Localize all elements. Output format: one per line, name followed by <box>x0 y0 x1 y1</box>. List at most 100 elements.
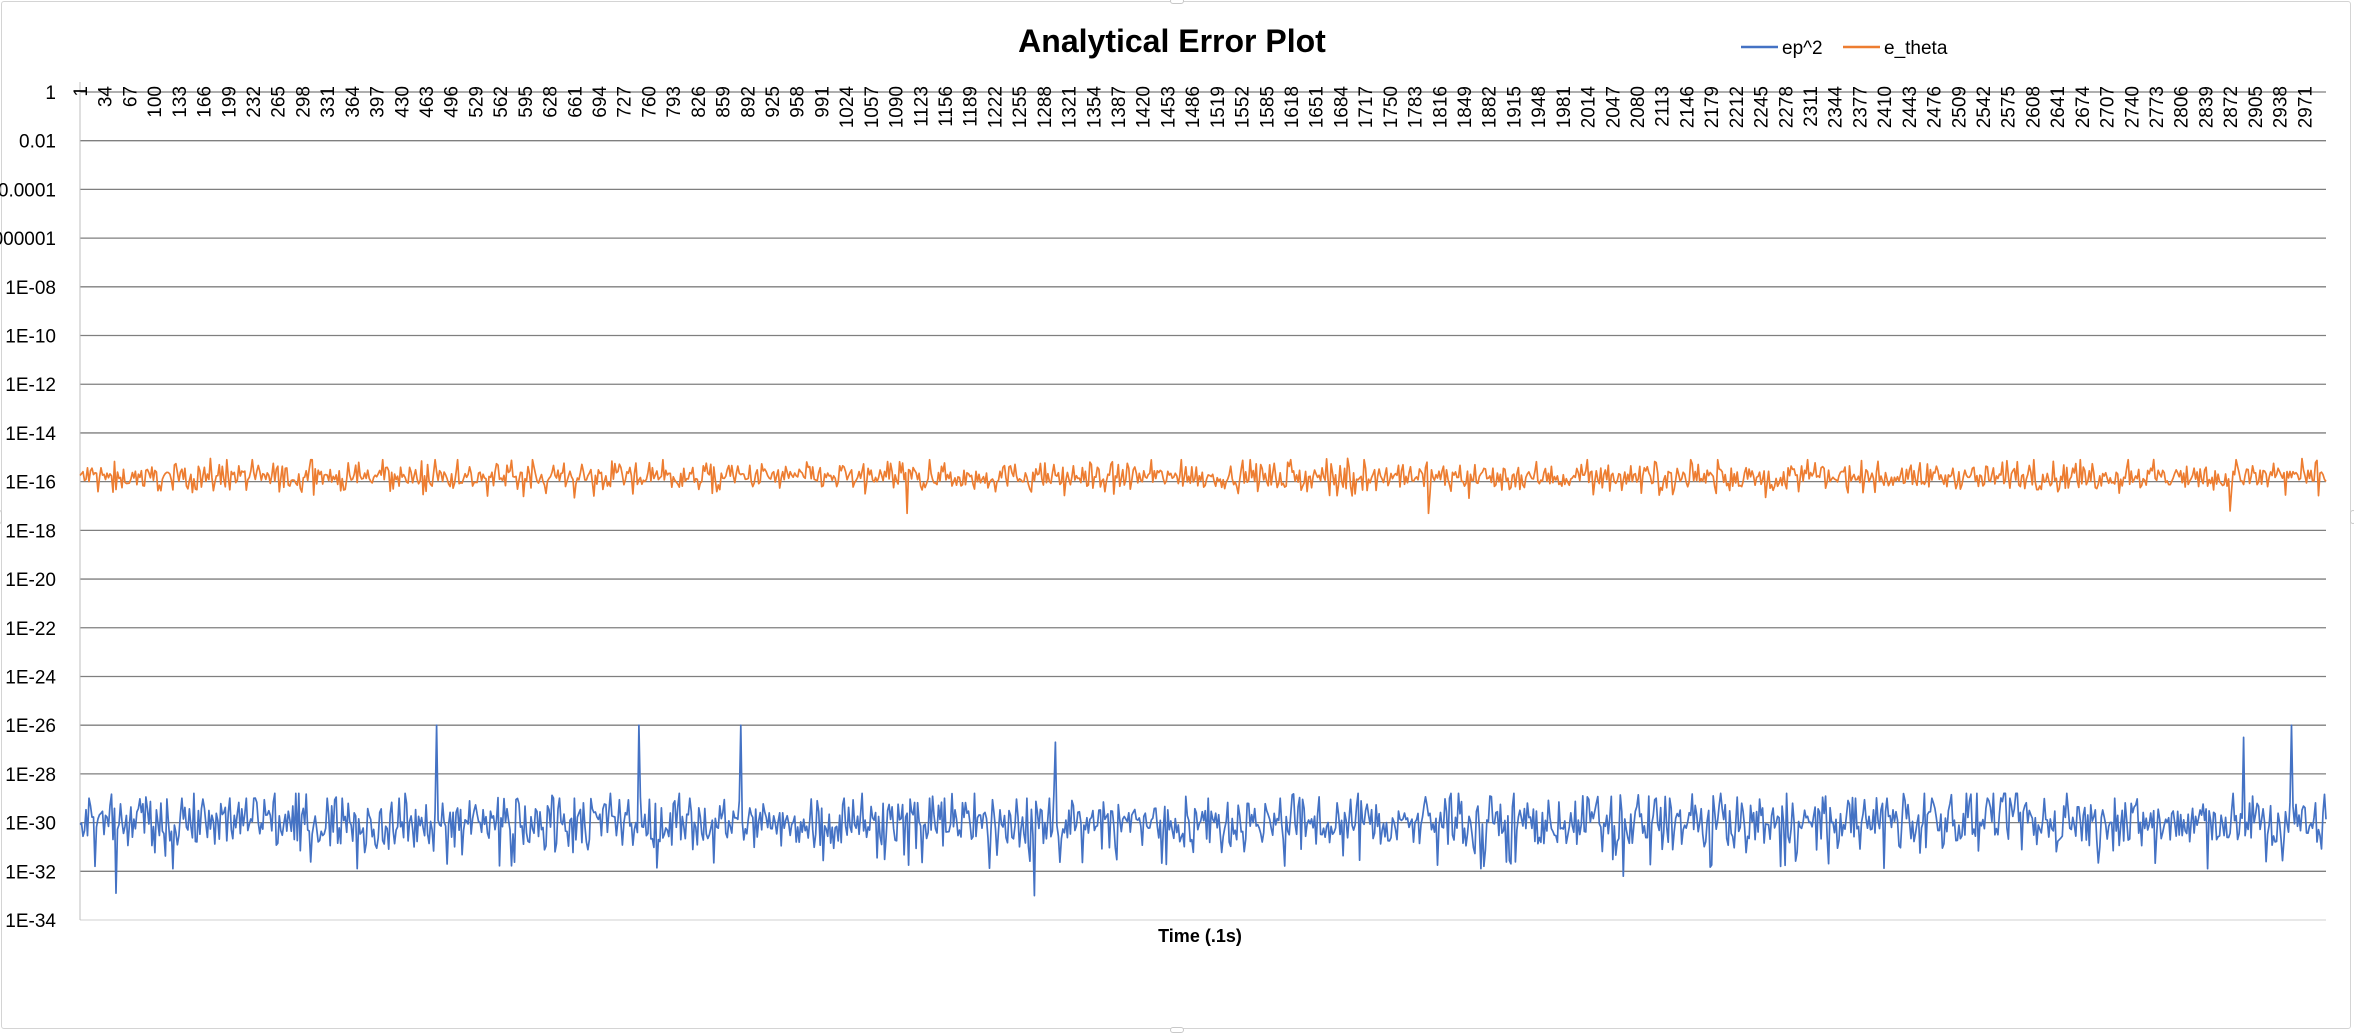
y-tick-label: 1E-32 <box>5 862 56 883</box>
x-tick-label: 2113 <box>1653 86 1674 127</box>
x-tick-label: 694 <box>590 86 611 118</box>
legend-label-ep2: ep^2 <box>1782 38 1823 59</box>
x-tick-label: 1354 <box>1084 86 1105 129</box>
series-line-ep-2 <box>79 724 2327 897</box>
x-tick-label: 2641 <box>2048 86 2069 128</box>
x-tick-label: 2377 <box>1850 86 1871 128</box>
x-tick-label: 2938 <box>2271 86 2292 128</box>
x-tick-label: 2509 <box>1949 86 1970 128</box>
x-tick-label: 1783 <box>1406 86 1427 128</box>
x-tick-label: 265 <box>269 86 290 118</box>
x-tick-label: 1387 <box>1109 86 1130 128</box>
y-tick-label: 0.0001 <box>0 180 56 201</box>
x-tick-label: 2740 <box>2122 86 2143 128</box>
x-tick-label: 2476 <box>1925 86 1946 128</box>
x-tick-label: 1948 <box>1529 86 1550 128</box>
y-tick-label: 1E-10 <box>5 327 56 348</box>
x-tick-label: 1750 <box>1381 86 1402 128</box>
x-tick-label: 826 <box>689 86 710 118</box>
y-tick-label: 1E-16 <box>5 473 56 494</box>
y-tick-label: 1E-30 <box>5 814 56 835</box>
x-tick-label: 2971 <box>2295 86 2316 128</box>
x-tick-label: 1981 <box>1554 86 1575 128</box>
x-tick-label: 397 <box>368 86 389 118</box>
gridlines <box>79 82 2326 921</box>
x-tick-label: 2707 <box>2098 86 2119 128</box>
x-tick-label: 595 <box>516 86 537 118</box>
x-tick-label: 2542 <box>1974 86 1995 128</box>
x-axis-tick-labels: 1 34 67 100 133 166 199 232 265 298 331 364 397 430 46… <box>71 86 2316 129</box>
x-tick-label: 2245 <box>1752 86 1773 128</box>
x-tick-label: 2344 <box>1826 86 1847 129</box>
y-tick-label: 1E-22 <box>5 619 56 640</box>
x-tick-label: 925 <box>763 86 784 118</box>
x-tick-label: 331 <box>318 86 339 118</box>
x-tick-label: 2608 <box>2023 86 2044 128</box>
x-tick-label: 2179 <box>1702 86 1723 128</box>
x-tick-label: 199 <box>219 86 240 118</box>
x-tick-label: 1816 <box>1430 86 1451 128</box>
y-axis-tick-labels: 1 0.01 0.0001 0.000001 1E-08 1E-10 1E-12 1E-14 1… <box>0 83 56 932</box>
x-tick-label: 892 <box>738 86 759 118</box>
x-tick-label: 496 <box>442 86 463 118</box>
x-tick-label: 2278 <box>1776 86 1797 128</box>
x-tick-label: 1519 <box>1208 86 1229 128</box>
x-tick-label: 2905 <box>2246 86 2267 128</box>
x-tick-label: 1915 <box>1504 86 1525 128</box>
x-tick-label: 628 <box>541 86 562 118</box>
y-tick-label: 1E-20 <box>5 570 56 591</box>
x-tick-label: 1585 <box>1257 86 1278 128</box>
x-tick-label: 1618 <box>1282 86 1303 128</box>
x-tick-label: 2410 <box>1875 86 1896 128</box>
x-tick-label: 1 <box>71 86 92 97</box>
y-tick-label: 1E-28 <box>5 765 56 786</box>
series-lines <box>79 457 2327 897</box>
x-tick-label: 958 <box>788 86 809 118</box>
x-tick-label: 2443 <box>1900 86 1921 128</box>
chart-title: Analytical Error Plot <box>1018 23 1326 59</box>
x-tick-label: 2872 <box>2221 86 2242 128</box>
x-tick-label: 67 <box>120 86 141 107</box>
x-tick-label: 2575 <box>1999 86 2020 128</box>
x-tick-label: 1156 <box>936 86 957 127</box>
x-tick-label: 760 <box>639 86 660 118</box>
legend: ep^2 e_theta <box>1741 38 1948 59</box>
x-tick-label: 1651 <box>1307 86 1328 128</box>
x-tick-label: 1420 <box>1134 86 1155 128</box>
x-tick-label: 1882 <box>1480 86 1501 128</box>
x-tick-label: 1717 <box>1356 86 1377 128</box>
x-tick-label: 298 <box>293 86 314 118</box>
y-tick-label: 0.000001 <box>0 229 56 250</box>
x-tick-label: 2047 <box>1603 86 1624 128</box>
y-tick-label: 1E-24 <box>5 667 56 688</box>
x-tick-label: 2773 <box>2147 86 2168 128</box>
x-tick-label: 1057 <box>862 86 883 128</box>
x-tick-label: 166 <box>195 86 216 118</box>
x-tick-label: 1321 <box>1060 86 1081 128</box>
x-tick-label: 2212 <box>1727 86 1748 128</box>
top-resize-handle[interactable] <box>1170 0 1184 4</box>
x-tick-label: 232 <box>244 86 265 118</box>
y-tick-label: 1E-26 <box>5 716 56 737</box>
x-tick-label: 1255 <box>1010 86 1031 128</box>
x-tick-label: 1552 <box>1233 86 1254 128</box>
x-tick-label: 34 <box>96 86 117 108</box>
x-tick-label: 991 <box>812 86 833 118</box>
x-tick-label: 1222 <box>985 86 1006 128</box>
x-tick-label: 2146 <box>1677 86 1698 128</box>
x-tick-label: 133 <box>170 86 191 118</box>
x-tick-label: 2839 <box>2196 86 2217 128</box>
legend-label-e-theta: e_theta <box>1884 38 1948 59</box>
x-tick-label: 1024 <box>837 86 858 129</box>
x-tick-label: 1189 <box>961 86 982 127</box>
right-resize-handle[interactable] <box>2350 510 2354 524</box>
x-tick-label: 2806 <box>2172 86 2193 128</box>
x-tick-label: 100 <box>145 86 166 118</box>
series-line-e-theta <box>79 457 2327 515</box>
y-tick-label: 0.01 <box>19 132 56 153</box>
y-tick-label: 1 <box>45 83 56 104</box>
x-tick-label: 529 <box>466 86 487 118</box>
x-tick-label: 727 <box>615 86 636 118</box>
